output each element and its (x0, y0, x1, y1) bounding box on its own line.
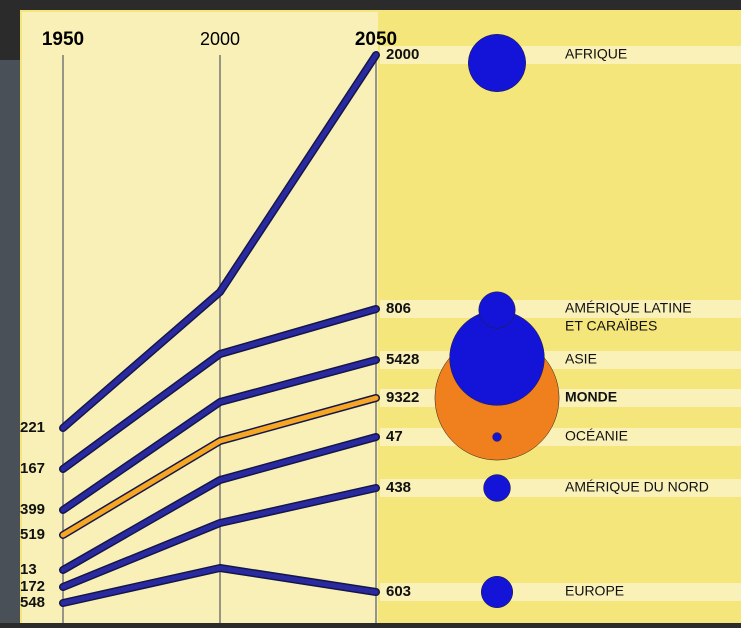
end-label: 806 (386, 300, 411, 317)
region-name: AMÉRIQUE LATINE (565, 300, 692, 316)
trend-line (60, 306, 379, 472)
row-stripe (380, 479, 741, 497)
end-label: 2000 (386, 46, 419, 63)
region-name: ASIE (565, 351, 597, 367)
end-label: 9322 (386, 389, 419, 406)
trend-line (60, 357, 379, 513)
start-label: 548 (20, 594, 45, 611)
population-circle (478, 291, 516, 329)
region-name: AMÉRIQUE DU NORD (565, 479, 709, 495)
region-name: MONDE (565, 389, 617, 405)
trend-line (60, 485, 379, 590)
column-label: 2000 (200, 29, 240, 49)
photo-edge (0, 60, 20, 623)
row-stripe (380, 583, 741, 601)
region-name: ET CARAÏBES (565, 318, 657, 334)
column-label: 1950 (42, 29, 84, 50)
trend-line (60, 395, 379, 538)
row-stripe (380, 46, 741, 64)
region-name: AFRIQUE (565, 46, 627, 62)
end-label: 438 (386, 479, 411, 496)
trend-line (60, 52, 379, 431)
row-stripe (380, 389, 741, 407)
population-circle (483, 474, 511, 502)
start-label: 519 (20, 526, 45, 543)
row-stripe (380, 300, 741, 318)
trend-line (60, 434, 379, 573)
row-stripe (380, 428, 741, 446)
start-label: 167 (20, 460, 45, 477)
start-label: 172 (20, 578, 45, 595)
trend-line (60, 565, 379, 606)
population-circle (480, 575, 514, 609)
region-name: EUROPE (565, 583, 624, 599)
population-circle (467, 33, 527, 93)
row-stripe (380, 351, 741, 369)
start-label: 221 (20, 419, 45, 436)
end-label: 603 (386, 583, 411, 600)
end-label: 47 (386, 428, 403, 445)
start-label: 399 (20, 501, 45, 518)
column-label: 2050 (355, 29, 397, 50)
region-name: OCÉANIE (565, 428, 628, 444)
population-circle (492, 432, 502, 442)
end-label: 5428 (386, 351, 419, 368)
start-label: 13 (20, 561, 37, 578)
